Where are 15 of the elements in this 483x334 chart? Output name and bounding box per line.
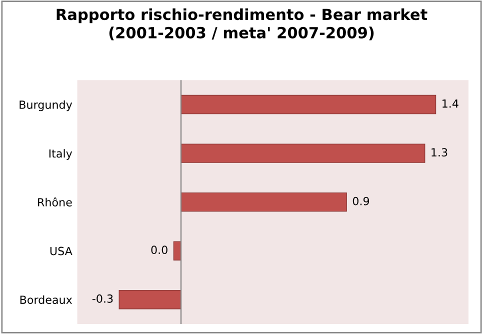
y-tick-label: Bordeaux [20,295,72,304]
bar [180,94,436,114]
data-label: 0.9 [352,196,370,206]
data-label: 1.3 [432,148,448,157]
y-tick-label: Rhône [38,197,72,206]
data-label: 1.4 [442,100,458,108]
data-label: 0.0 [151,246,168,254]
y-tick-label: USA [50,246,72,256]
y-tick-label: Burgundy [20,100,72,112]
bar [180,192,347,212]
bar [118,290,182,310]
data-label: -0.3 [92,294,113,303]
chart-title: Rapporto rischio-rendimento - Bear market (2001-2003 / meta' 2007-2009) [56,8,428,40]
bar [180,144,426,163]
y-tick-label: Italy [49,149,72,160]
